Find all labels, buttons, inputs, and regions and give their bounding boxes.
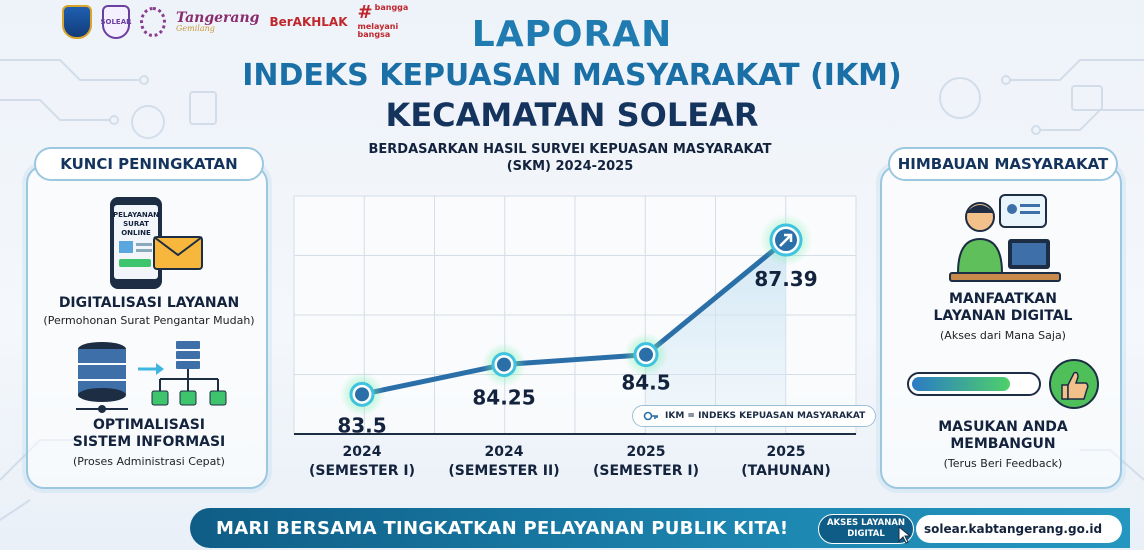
masukan-title: MASUKAN ANDA MEMBANGUN (882, 419, 1124, 453)
x-tick-label-period: (SEMESTER I) (593, 463, 699, 479)
berakhlak-logo: BerAKHLAK (269, 16, 347, 28)
data-label: 87.39 (754, 267, 817, 291)
bangga-melayani-bangsa-logo: # bangga melayani bangsa (357, 2, 409, 40)
akses-layanan-digital-button[interactable]: AKSES LAYANAN DIGITAL (818, 514, 914, 544)
kunci-peningkatan-panel: KUNCI PENINGKATAN PELAYANAN SURAT ONLINE… (26, 147, 270, 489)
key-icon (643, 411, 658, 421)
kecamatan-solear-logo: SOLEAR (100, 5, 132, 39)
optimalisasi-title-line-2: SISTEM INFORMASI (72, 433, 226, 450)
chart-legend: IKM = INDEKS KEPUASAN MASYARAKAT (632, 405, 877, 427)
x-tick-label-period: (TAHUNAN) (741, 463, 830, 479)
footer-slogan: MARI BERSAMA TINGKATKAN PELAYANAN PUBLIK… (216, 517, 789, 539)
tangerang-logo-text: Tangerang (176, 10, 260, 26)
panel-heading: KUNCI PENINGKATAN (34, 147, 264, 181)
data-point-core (355, 387, 369, 402)
pill-line-1: AKSES LAYANAN (826, 518, 906, 528)
logo-bar: SOLEAR Tangerang Gemilang BerAKHLAK # bang… (62, 2, 409, 40)
panel-heading: HIMBAUAN MASYARAKAT (888, 147, 1118, 181)
bangsa-text: bangsa (357, 30, 391, 40)
database-network-icon (76, 341, 227, 413)
kabupaten-shield-logo (62, 5, 92, 39)
optimalisasi-subtitle: (Proses Administrasi Cepat) (73, 455, 225, 468)
pill-line-2: DIGITAL (847, 528, 885, 539)
x-tick-label-year: 2024 (343, 444, 382, 460)
optimalisasi-title: OPTIMALISASI SISTEM INFORMASI (28, 417, 270, 451)
digitalisasi-layanan-subtitle: (Permohonan Surat Pengantar Mudah) (43, 314, 255, 327)
phone-screen-line-2: SURAT (123, 220, 149, 228)
data-point-core (497, 357, 511, 372)
data-label: 84.25 (472, 386, 535, 410)
tangerang-flower-logo (140, 7, 166, 37)
legend-text: IKM = INDEKS KEPUASAN MASYARAKAT (665, 411, 866, 421)
website-url-link[interactable]: solear.kabtangerang.go.id (916, 515, 1122, 543)
digitalisasi-layanan-title: DIGITALISASI LAYANAN (58, 295, 240, 311)
manfaatkan-title-line-2: LAYANAN DIGITAL (933, 307, 1073, 324)
manfaatkan-title-line-1: MANFAATKAN (949, 291, 1057, 307)
data-point-core (639, 347, 653, 362)
phone-screen-line-1: PELAYANAN (113, 211, 159, 219)
data-label: 84.5 (621, 371, 670, 395)
person-computer-icon (949, 194, 1061, 282)
x-tick-label-year: 2025 (767, 444, 806, 460)
feedback-bar-thumbs-up-icon (907, 359, 1099, 409)
x-tick-label-year: 2024 (485, 444, 524, 460)
arrow-icon (779, 233, 793, 247)
manfaatkan-subtitle: (Akses dari Mana Saja) (940, 329, 1066, 342)
solear-badge-text: SOLEAR (100, 18, 132, 26)
series-line (359, 237, 789, 397)
chart-title-line-1: BERDASARKAN HASIL SURVEI KEPUASAN MASYAR… (368, 142, 772, 157)
ikm-line-chart: 83.5 84.25 84.5 87.39 2024 (SEMESTER I) 2024 (S… (293, 195, 857, 479)
bangga-text: bangga (374, 3, 409, 13)
data-label: 83.5 (337, 413, 386, 437)
phone-screen-line-3: ONLINE (121, 229, 151, 237)
report-title: LAPORAN (471, 14, 673, 55)
report-location: KECAMATAN SOLEAR (385, 96, 759, 134)
report-subtitle: INDEKS KEPUASAN MASYARAKAT (IKM) (242, 58, 902, 93)
masukan-title-line-1: MASUKAN ANDA (938, 419, 1068, 435)
phone-envelope-icon: PELAYANAN SURAT ONLINE (110, 197, 203, 289)
tangerang-gemilang-logo: Tangerang Gemilang (176, 11, 259, 33)
x-tick-label-period: (SEMESTER II) (448, 463, 559, 479)
x-tick-label-period: (SEMESTER I) (309, 463, 415, 479)
x-tick-label-year: 2025 (627, 444, 666, 460)
masukan-subtitle: (Terus Beri Feedback) (943, 457, 1063, 470)
himbauan-masyarakat-panel: HIMBAUAN MASYARAKAT MANFAATKAN LAYANAN DI… (880, 147, 1124, 489)
chart-title: BERDASARKAN HASIL SURVEI KEPUASAN MASYAR… (290, 142, 850, 176)
manfaatkan-title: MANFAATKAN LAYANAN DIGITAL (882, 291, 1124, 325)
masukan-title-line-2: MEMBANGUN (950, 435, 1056, 452)
optimalisasi-title-line-1: OPTIMALISASI (92, 417, 206, 433)
chart-title-line-2: (SKM) 2024-2025 (506, 158, 634, 174)
tangerang-tagline: Gemilang (176, 24, 215, 33)
area-fill (646, 240, 786, 434)
pointer-cursor-icon (898, 526, 912, 544)
melayani-text: melayani (357, 22, 399, 32)
berakhlak-logo-text: BerAKHLAK (269, 15, 348, 29)
